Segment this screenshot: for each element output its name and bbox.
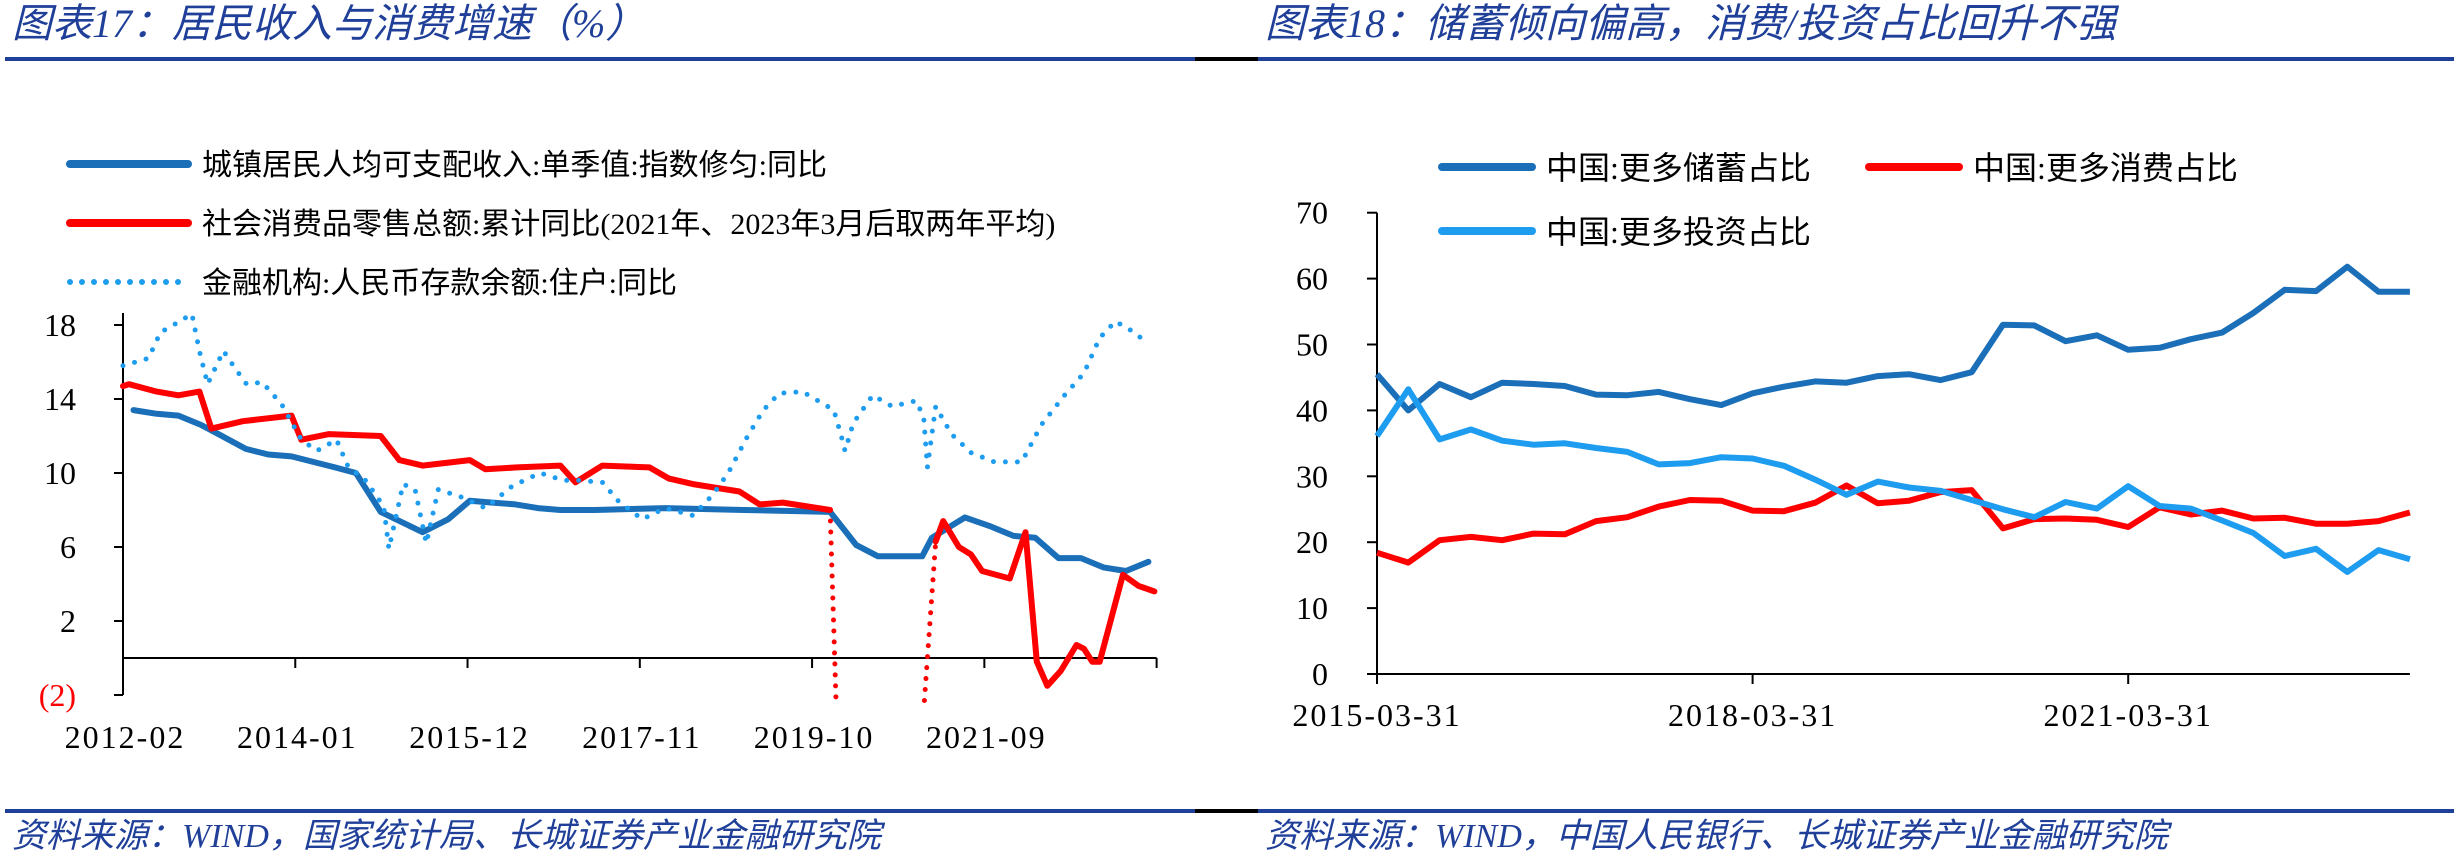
left-y-tick-label: 6 — [60, 529, 76, 565]
right-series-investment-line — [1374, 386, 2411, 575]
right-chart-source: 资料来源：WIND，中国人民银行、长城证券产业金融研究院 — [1265, 818, 2168, 855]
right-x-tick-label: 2015-03-31 — [1292, 697, 1461, 733]
gap-footer-divider — [1195, 809, 1258, 813]
left-x-tick-label: 2015-12 — [409, 719, 530, 755]
left-y-tick-label: 18 — [44, 307, 76, 343]
right-series-consumption-line — [1376, 482, 2411, 566]
left-series-retail-dotted-connector — [921, 539, 939, 703]
legend-label-income: 城镇居民人均可支配收入:单季值:指数修匀:同比 — [202, 149, 827, 182]
legend-label-consumption: 中国:更多消费占比 — [1973, 150, 2238, 186]
left-series-retail-dotted-connector — [827, 507, 839, 703]
left-x-tick-label: 2017-11 — [582, 719, 701, 755]
left-footer-divider — [5, 809, 1195, 813]
left-y-tick-label: 2 — [60, 603, 76, 639]
right-chart-title: 图表18：储蓄倾向偏高，消费/投资占比回升不强 — [1265, 1, 2117, 46]
left-y-tick-label: 10 — [44, 455, 76, 491]
left-x-tick-label: 2014-01 — [237, 719, 358, 755]
left-series-retail-line — [120, 381, 834, 513]
left-chart-source: 资料来源：WIND，国家统计局、长城证券产业金融研究院 — [12, 818, 881, 855]
left-series-income-line — [130, 407, 1152, 574]
left-series-retail-line — [932, 518, 1158, 689]
gap-divider — [1195, 57, 1258, 61]
right-y-tick-label: 20 — [1296, 524, 1328, 560]
right-y-tick-label: 40 — [1296, 392, 1328, 428]
left-x-tick-label: 2012-02 — [65, 719, 186, 755]
left-y-tick-label: 14 — [44, 381, 76, 417]
left-series-deposit-line — [120, 311, 1151, 552]
left-title-divider — [5, 57, 1195, 61]
right-y-tick-label: 0 — [1312, 656, 1328, 692]
legend-label-investment: 中国:更多投资占比 — [1546, 214, 1811, 250]
right-x-tick-label: 2021-03-31 — [2044, 697, 2213, 733]
left-y-tick-label: (2) — [39, 677, 76, 713]
right-title-divider — [1258, 57, 2454, 61]
right-x-tick-label: 2018-03-31 — [1668, 697, 1837, 733]
right-y-tick-label: 10 — [1296, 590, 1328, 626]
legend-label-deposit: 金融机构:人民币存款余额:住户:同比 — [202, 267, 677, 300]
legend-label-savings: 中国:更多储蓄占比 — [1546, 150, 1811, 186]
right-y-tick-label: 30 — [1296, 458, 1328, 494]
left-chart-title: 图表17：居民收入与消费增速（%） — [12, 1, 646, 46]
right-y-tick-label: 60 — [1296, 261, 1328, 297]
right-y-tick-label: 70 — [1296, 195, 1328, 231]
right-y-tick-label: 50 — [1296, 327, 1328, 363]
legend-label-retail: 社会消费品零售总额:累计同比(2021年、2023年3月后取两年平均) — [202, 208, 1055, 241]
right-series-savings-line — [1374, 263, 2410, 414]
left-x-tick-label: 2021-09 — [926, 719, 1047, 755]
left-x-tick-label: 2019-10 — [754, 719, 875, 755]
right-footer-divider — [1258, 809, 2454, 813]
